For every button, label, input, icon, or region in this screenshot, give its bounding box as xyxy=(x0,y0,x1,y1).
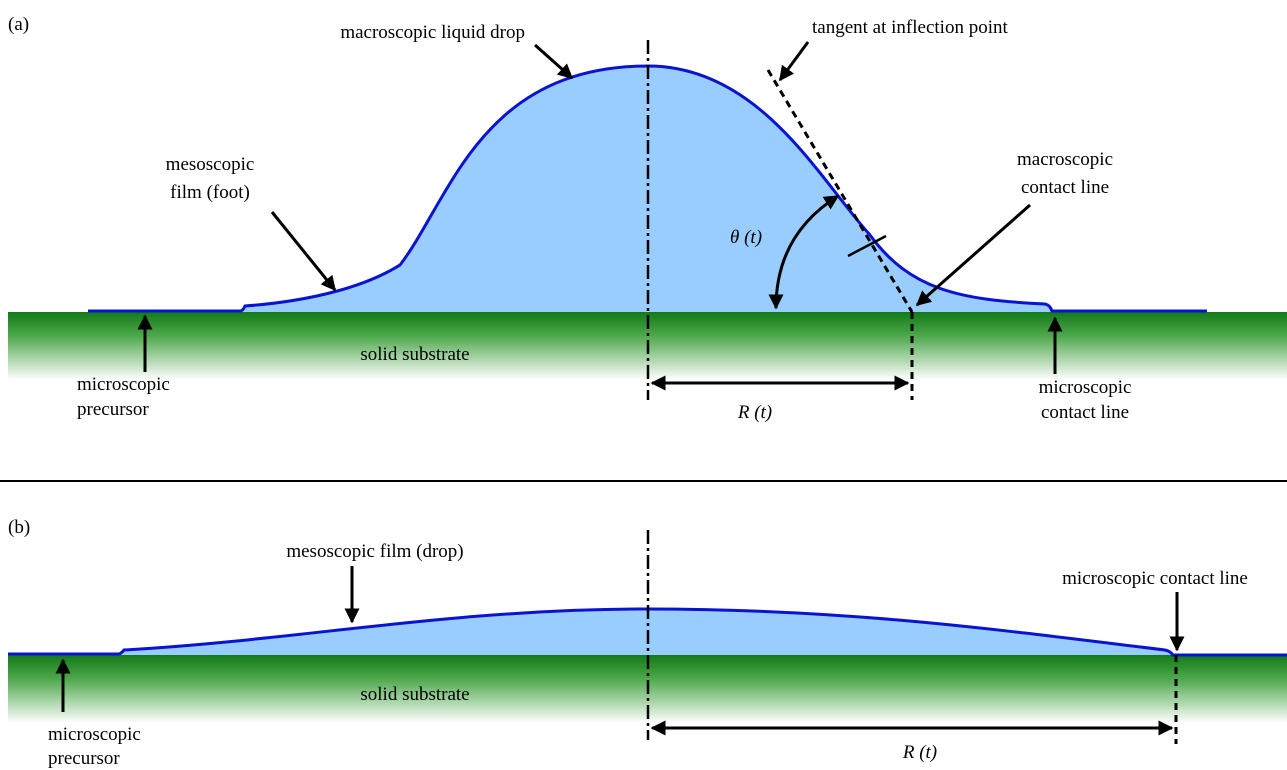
pointer xyxy=(917,205,1030,305)
label: microscopic xyxy=(1039,377,1132,398)
label: mesoscopic xyxy=(166,154,255,175)
radius-label: R (t) xyxy=(737,402,772,423)
label: solid substrate xyxy=(360,684,469,705)
angle-label: θ (t) xyxy=(730,227,762,248)
radius-label: R (t) xyxy=(902,742,937,763)
label: tangent at inflection point xyxy=(812,17,1008,38)
label: contact line xyxy=(1021,177,1109,198)
panel-label: (a) xyxy=(8,14,29,35)
label: precursor xyxy=(48,748,120,769)
panel-a: (a) macroscopic liquid drop tangent at i… xyxy=(8,14,1287,423)
label: mesoscopic film (drop) xyxy=(286,541,463,562)
panel-b: (b) mesoscopic film (drop) microscopic c… xyxy=(8,517,1287,769)
pointer xyxy=(535,45,572,78)
label: contact line xyxy=(1041,402,1129,423)
panel-label: (b) xyxy=(8,517,30,538)
label: microscopic contact line xyxy=(1062,568,1248,589)
label: film (foot) xyxy=(170,182,250,203)
label: microscopic xyxy=(48,724,141,745)
label: solid substrate xyxy=(360,344,469,365)
label: precursor xyxy=(77,399,149,420)
diagram: (a) macroscopic liquid drop tangent at i… xyxy=(0,0,1287,770)
pointer xyxy=(272,212,335,290)
label: macroscopic liquid drop xyxy=(340,22,525,43)
label: microscopic xyxy=(77,374,170,395)
drop-fill xyxy=(240,66,1052,312)
label: macroscopic xyxy=(1017,149,1113,170)
pointer xyxy=(780,42,808,80)
